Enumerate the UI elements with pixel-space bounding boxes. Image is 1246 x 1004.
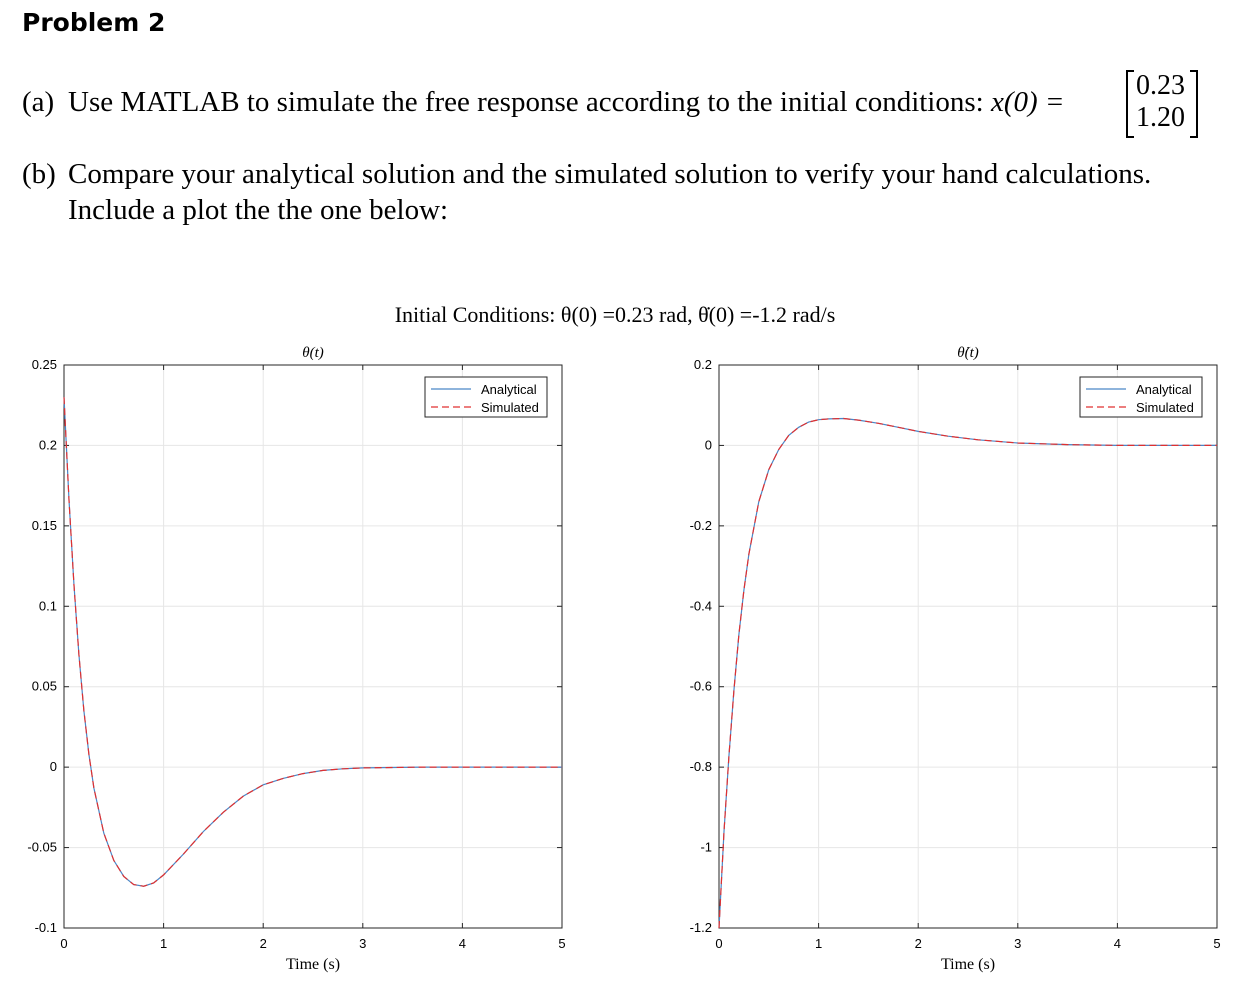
figure-title: Initial Conditions: θ(0) =0.23 rad, θ̇(0… [394, 302, 836, 327]
y-tick-label: -0.2 [690, 518, 712, 533]
series-line-analytical [63, 397, 562, 887]
series-line-analytical [718, 417, 1217, 929]
series-line-simulated [718, 417, 1217, 929]
x-tick-label: 1 [815, 936, 822, 951]
x-axis-label: Time (s) [286, 956, 340, 973]
y-tick-label: 0 [50, 759, 57, 774]
y-tick-label: 0.2 [39, 437, 57, 452]
problem-title: Problem 2 [22, 8, 166, 37]
theta-dot-plot: 0 1 2 3 4 5 -1.2 -1 -0.8 -0.6 -0.4 -0.2 0 0.2 θ̇(t) Tim… [690, 345, 1221, 973]
initial-condition-vector: 0.23 1.20 [1126, 70, 1198, 138]
axes-box [63, 364, 563, 929]
x-tick-label: 3 [359, 936, 366, 951]
plot-title: θ(t) [302, 345, 324, 361]
vector-entry-1: 0.23 [1136, 70, 1185, 101]
y-tick-label: 0.1 [39, 598, 57, 613]
part-a-math: x(0) = [990, 86, 1065, 118]
x-tick-label: 4 [1114, 936, 1121, 951]
vector-entry-2: 1.20 [1136, 102, 1185, 133]
legend-label: Simulated [481, 400, 539, 415]
y-tick-label: -0.1 [35, 920, 57, 935]
series-line-simulated [63, 397, 562, 887]
x-tick-label: 0 [60, 936, 67, 951]
part-b-line2: Include a plot the the one below: [68, 194, 449, 226]
y-tick-label: 0.15 [32, 518, 57, 533]
part-b-line1: Compare your analytical solution and the… [68, 158, 1152, 190]
legend-box [1079, 376, 1203, 418]
part-a-text: Use MATLAB to simulate the free response… [68, 86, 984, 118]
x-tick-label: 5 [558, 936, 565, 951]
legend-box [424, 376, 548, 418]
x-tick-label: 3 [1014, 936, 1021, 951]
right-bracket [1190, 70, 1198, 138]
part-a-label: (a) [22, 86, 55, 118]
y-tick-label: 0.05 [32, 679, 57, 694]
y-tick-label: -0.05 [27, 840, 57, 855]
part-b: (b) Compare your analytical solution and … [22, 156, 1151, 228]
legend-label: Simulated [1136, 400, 1194, 415]
part-b-label: (b) [22, 158, 56, 190]
legend-label: Analytical [481, 382, 537, 397]
left-bracket [1126, 70, 1134, 138]
y-tick-label: 0 [705, 437, 712, 452]
plot-title: θ̇(t) [957, 345, 979, 361]
y-tick-label: -0.4 [690, 598, 712, 613]
x-tick-label: 2 [915, 936, 922, 951]
y-tick-label: -0.8 [690, 759, 712, 774]
x-axis-label: Time (s) [941, 956, 995, 973]
axes-box [718, 364, 1218, 929]
theta-plot: 0 1 2 3 4 5 -0.1 -0.05 0 0.05 0.1 0.15 0.2 0.25 θ(t) Ti… [27, 345, 565, 973]
y-tick-label: 0.2 [694, 357, 712, 372]
y-tick-label: -1 [700, 840, 712, 855]
x-tick-label: 5 [1213, 936, 1220, 951]
part-a: (a) Use MATLAB to simulate the free respo… [22, 84, 1064, 120]
legend-label: Analytical [1136, 382, 1192, 397]
y-tick-label: 0.25 [32, 357, 57, 372]
x-tick-label: 0 [715, 936, 722, 951]
x-tick-label: 2 [260, 936, 267, 951]
x-tick-label: 1 [160, 936, 167, 951]
y-tick-label: -1.2 [690, 920, 712, 935]
x-tick-label: 4 [459, 936, 466, 951]
y-tick-label: -0.6 [690, 679, 712, 694]
